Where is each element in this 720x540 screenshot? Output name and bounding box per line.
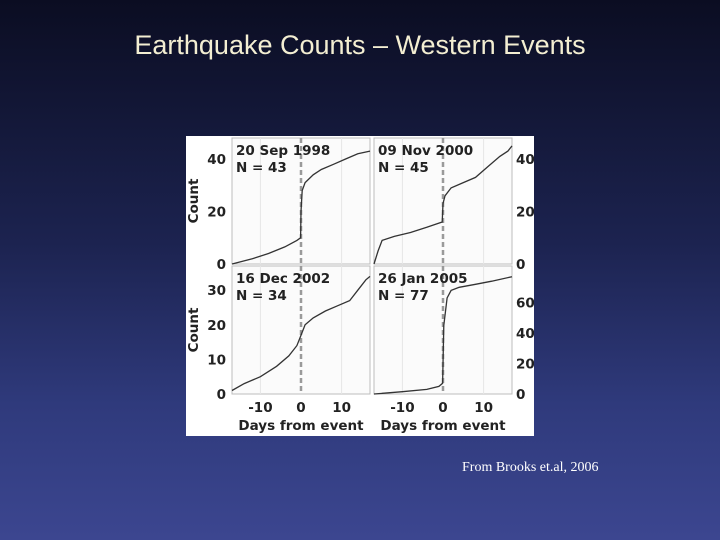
panel-title-bottom-left: 16 Dec 2002: [236, 271, 330, 287]
y-tick-label-top-right: 40: [516, 152, 534, 168]
y-tick-label-bottom-left: 30: [207, 283, 226, 299]
y-tick-label-bottom-left: 20: [207, 318, 226, 334]
count-curve-top-left: [231, 150, 371, 265]
y-tick-label-bottom-left: 10: [207, 352, 226, 368]
y-tick-label-bottom-left: 0: [217, 387, 226, 403]
x-tick-label-bottom-left: 0: [296, 400, 305, 416]
panel-title-top-right: 09 Nov 2000: [378, 143, 473, 159]
y-tick-label-top-left: 20: [207, 205, 226, 221]
slide-title: Earthquake Counts – Western Events: [134, 30, 586, 60]
x-axis-label-bottom-left: Days from event: [238, 418, 364, 434]
y-tick-label-top-right: 0: [516, 257, 525, 273]
y-tick-label-bottom-right: 20: [516, 357, 534, 373]
x-axis-label-bottom-right: Days from event: [380, 418, 506, 434]
y-tick-label-bottom-right: 60: [516, 296, 534, 312]
x-tick-label-bottom-right: 10: [474, 400, 493, 416]
x-tick-label-bottom-right: 0: [438, 400, 447, 416]
y-axis-label-bottom-left: Count: [186, 307, 202, 352]
x-tick-label-bottom-left: -10: [248, 400, 272, 416]
y-tick-label-bottom-right: 0: [516, 387, 525, 403]
panel-title-bottom-right: 26 Jan 2005: [378, 271, 468, 287]
x-tick-label-bottom-left: 10: [332, 400, 351, 416]
source-credit: From Brooks et.al, 2006: [462, 460, 599, 475]
panel-count-label-top-right: N = 45: [378, 160, 429, 176]
panel-count-label-top-left: N = 43: [236, 160, 287, 176]
count-curve-bottom-right: [373, 276, 513, 395]
y-tick-label-top-left: 40: [207, 152, 226, 168]
count-curve-top-right: [373, 145, 513, 265]
count-curve-bottom-left: [231, 275, 371, 392]
panel-count-label-bottom-right: N = 77: [378, 288, 429, 304]
y-axis-label-top-left: Count: [186, 178, 202, 223]
panel-count-label-bottom-left: N = 34: [236, 288, 287, 304]
panel-title-top-left: 20 Sep 1998: [236, 143, 330, 159]
x-tick-label-bottom-right: -10: [390, 400, 414, 416]
y-tick-label-bottom-right: 40: [516, 326, 534, 342]
y-tick-label-top-right: 20: [516, 205, 534, 221]
y-tick-label-top-left: 0: [217, 257, 226, 273]
earthquake-count-figure: 20 Sep 1998 N = 43 0 20 40 Count 09 Nov 2000 N …: [186, 136, 534, 436]
